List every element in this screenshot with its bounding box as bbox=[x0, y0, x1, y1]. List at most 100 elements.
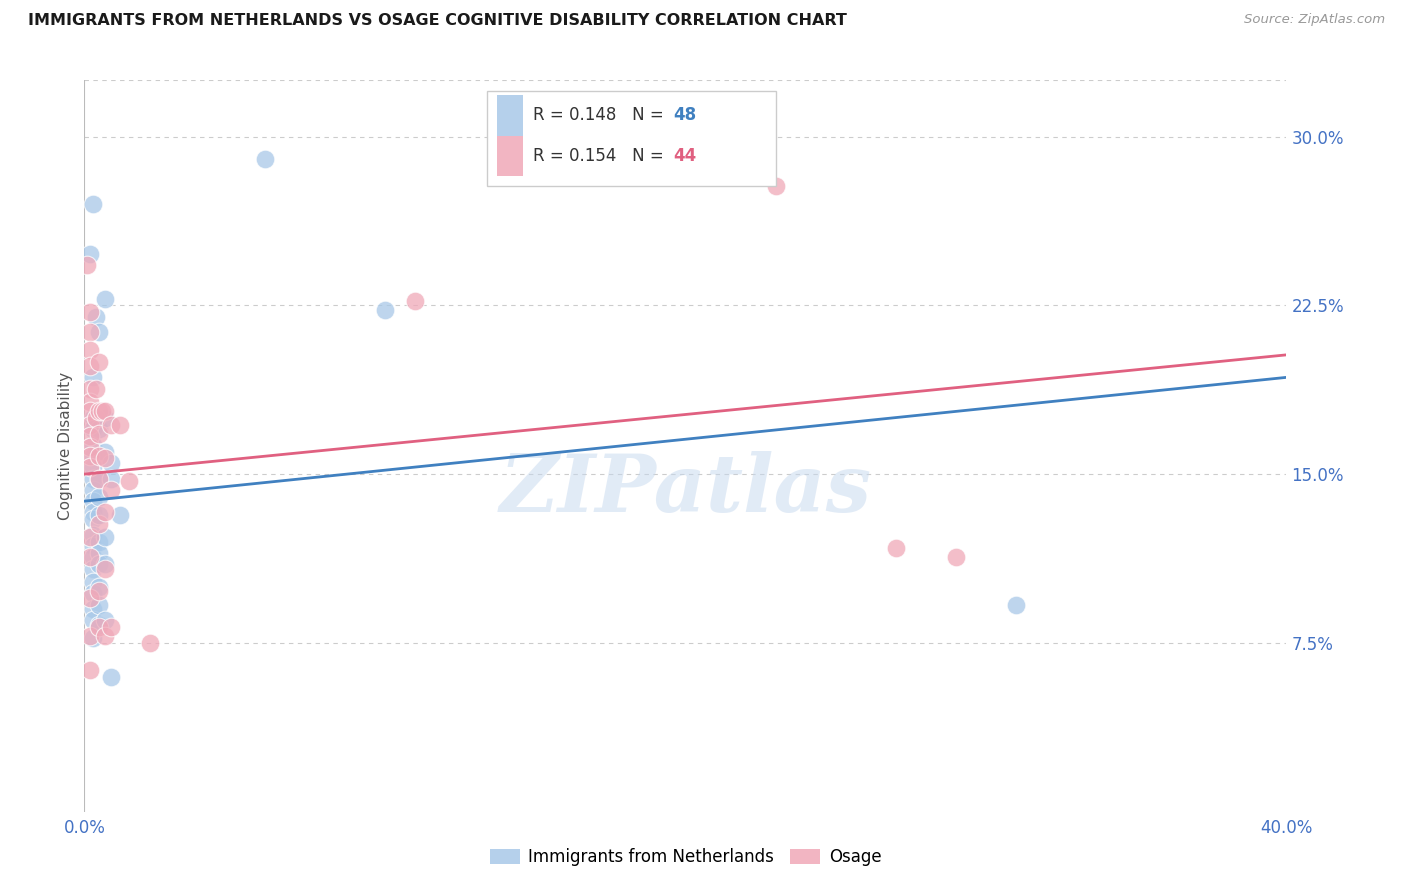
Point bbox=[91, 404, 114, 418]
Point bbox=[82, 370, 104, 384]
Point bbox=[82, 539, 104, 553]
Text: Source: ZipAtlas.com: Source: ZipAtlas.com bbox=[1244, 13, 1385, 27]
Point bbox=[89, 472, 111, 486]
Point bbox=[89, 326, 111, 340]
Point bbox=[89, 422, 111, 436]
Point bbox=[94, 614, 117, 628]
Point bbox=[79, 404, 101, 418]
Point bbox=[89, 546, 111, 560]
Point bbox=[76, 258, 98, 272]
Point bbox=[79, 460, 101, 475]
Legend: Immigrants from Netherlands, Osage: Immigrants from Netherlands, Osage bbox=[482, 841, 889, 873]
Point bbox=[86, 382, 108, 396]
Point bbox=[1005, 598, 1028, 612]
Text: IMMIGRANTS FROM NETHERLANDS VS OSAGE COGNITIVE DISABILITY CORRELATION CHART: IMMIGRANTS FROM NETHERLANDS VS OSAGE COG… bbox=[28, 13, 846, 29]
Point bbox=[79, 246, 101, 260]
Point bbox=[94, 530, 117, 544]
Point bbox=[82, 586, 104, 600]
Point bbox=[82, 505, 104, 519]
FancyBboxPatch shape bbox=[486, 91, 776, 186]
Point bbox=[139, 636, 162, 650]
Point bbox=[89, 618, 111, 632]
Point bbox=[89, 449, 111, 463]
FancyBboxPatch shape bbox=[496, 95, 523, 136]
Point bbox=[89, 508, 111, 522]
Point bbox=[82, 197, 104, 211]
Point bbox=[79, 305, 101, 319]
Point bbox=[94, 629, 117, 643]
Point bbox=[86, 310, 108, 324]
Point bbox=[79, 449, 101, 463]
Point bbox=[89, 426, 111, 441]
FancyBboxPatch shape bbox=[496, 136, 523, 176]
Point bbox=[89, 598, 111, 612]
Text: 44: 44 bbox=[673, 146, 696, 165]
Point bbox=[110, 508, 132, 522]
Point bbox=[765, 179, 787, 194]
Point bbox=[82, 410, 104, 425]
Point bbox=[79, 591, 101, 605]
Point bbox=[79, 429, 101, 443]
Point bbox=[100, 472, 122, 486]
Point bbox=[82, 632, 104, 646]
Point bbox=[89, 354, 111, 368]
Point bbox=[94, 505, 117, 519]
Point bbox=[79, 530, 101, 544]
Point bbox=[82, 614, 104, 628]
Point bbox=[82, 550, 104, 565]
Point bbox=[79, 440, 101, 454]
Point bbox=[94, 451, 117, 466]
Point bbox=[100, 483, 122, 497]
Point bbox=[89, 584, 111, 599]
Point bbox=[599, 141, 621, 155]
Text: R = 0.148   N =: R = 0.148 N = bbox=[533, 106, 669, 124]
Point bbox=[110, 417, 132, 432]
Text: R = 0.154   N =: R = 0.154 N = bbox=[533, 146, 669, 165]
Point bbox=[253, 152, 276, 166]
Point bbox=[94, 292, 117, 306]
Point bbox=[79, 359, 101, 373]
Y-axis label: Cognitive Disability: Cognitive Disability bbox=[58, 372, 73, 520]
Point bbox=[82, 512, 104, 526]
Point bbox=[945, 550, 967, 565]
Point bbox=[79, 395, 101, 409]
Point bbox=[118, 474, 141, 488]
Point bbox=[82, 422, 104, 436]
Point bbox=[89, 490, 111, 504]
Point bbox=[79, 417, 101, 432]
Point bbox=[89, 404, 111, 418]
Point bbox=[82, 528, 104, 542]
Point bbox=[374, 302, 396, 317]
Point bbox=[89, 580, 111, 594]
Point bbox=[79, 550, 101, 565]
Point bbox=[100, 456, 122, 470]
Point bbox=[82, 562, 104, 576]
Point bbox=[82, 575, 104, 590]
Point bbox=[89, 557, 111, 571]
Point bbox=[94, 404, 117, 418]
Point bbox=[79, 663, 101, 677]
Point bbox=[89, 620, 111, 634]
Point bbox=[94, 562, 117, 576]
Point bbox=[94, 557, 117, 571]
Point bbox=[82, 602, 104, 616]
Point bbox=[82, 494, 104, 508]
Point bbox=[79, 629, 101, 643]
Point bbox=[89, 472, 111, 486]
Point bbox=[86, 410, 108, 425]
Point bbox=[82, 483, 104, 497]
Point bbox=[79, 343, 101, 358]
Point bbox=[100, 417, 122, 432]
Point bbox=[94, 444, 117, 458]
Point bbox=[404, 293, 426, 308]
Point bbox=[94, 410, 117, 425]
Point bbox=[79, 326, 101, 340]
Point bbox=[100, 670, 122, 684]
Point bbox=[100, 620, 122, 634]
Point bbox=[82, 460, 104, 475]
Point bbox=[89, 534, 111, 549]
Point bbox=[82, 449, 104, 463]
Point bbox=[82, 472, 104, 486]
Point bbox=[884, 541, 907, 556]
Point bbox=[89, 516, 111, 531]
